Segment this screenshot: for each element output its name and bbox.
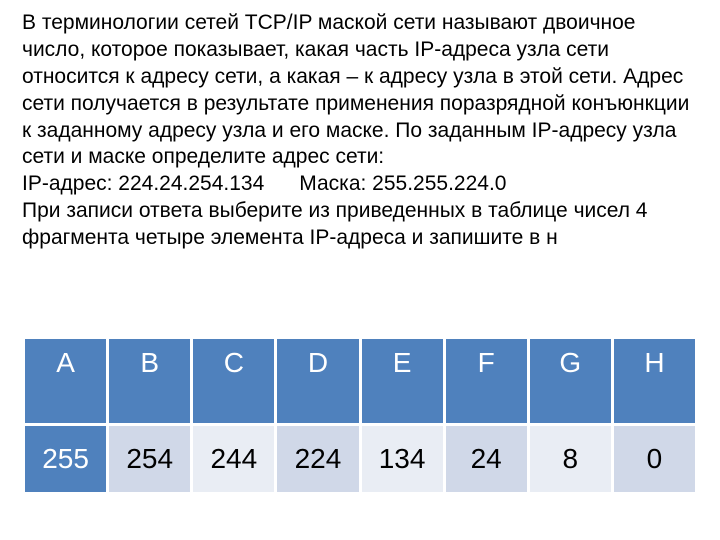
col-header: E	[360, 338, 444, 425]
col-value: 24	[444, 425, 528, 494]
col-header: G	[528, 338, 612, 425]
page: В терминологии сетей TCP/IP маской сети …	[0, 0, 720, 540]
answer-table-wrap: A B C D E F G H 255 254 244 224 134 24	[22, 336, 698, 495]
col-header: B	[108, 338, 192, 425]
col-header: C	[192, 338, 276, 425]
col-value: 224	[276, 425, 360, 494]
col-header: A	[24, 338, 108, 425]
table-value-row: 255 254 244 224 134 24 8 0	[24, 425, 697, 494]
answer-table: A B C D E F G H 255 254 244 224 134 24	[22, 336, 698, 495]
col-value: 0	[612, 425, 696, 494]
col-header: F	[444, 338, 528, 425]
col-value: 254	[108, 425, 192, 494]
problem-text: В терминологии сетей TCP/IP маской сети …	[22, 10, 698, 252]
col-value: 8	[528, 425, 612, 494]
col-header: H	[612, 338, 696, 425]
col-value: 255	[24, 425, 108, 494]
col-value: 134	[360, 425, 444, 494]
col-header: D	[276, 338, 360, 425]
table-header-row: A B C D E F G H	[24, 338, 697, 425]
col-value: 244	[192, 425, 276, 494]
